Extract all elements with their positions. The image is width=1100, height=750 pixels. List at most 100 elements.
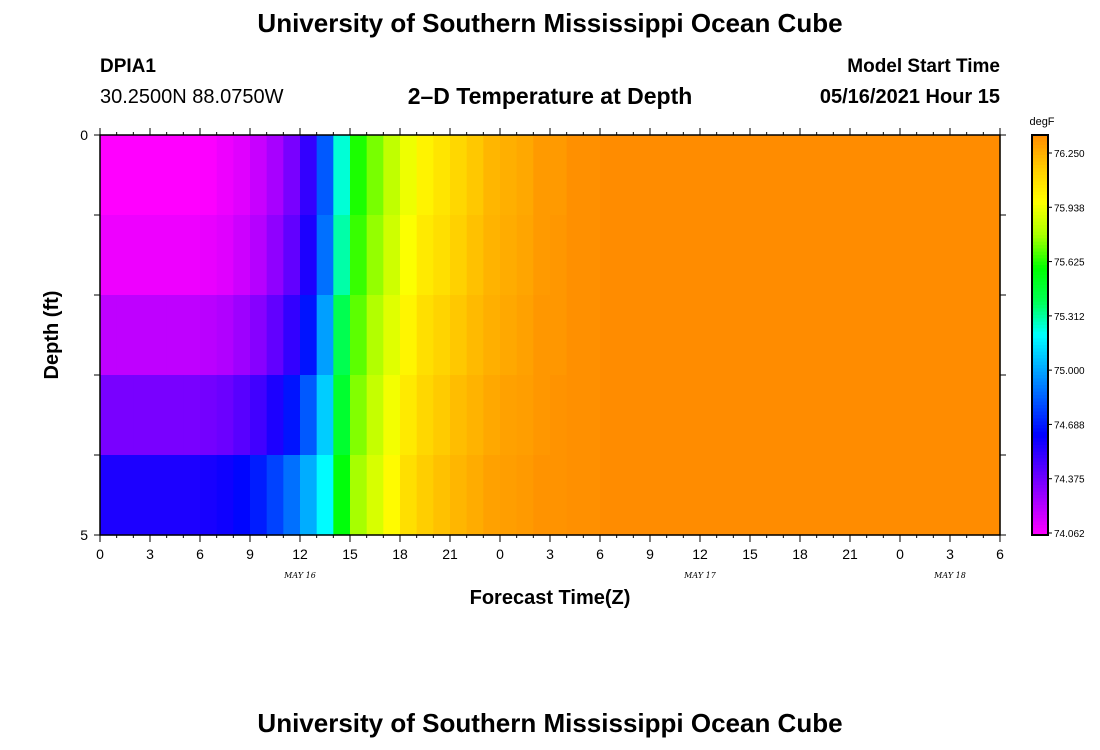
date-label: MAY 18 <box>933 571 966 580</box>
heatmap-cells <box>100 135 1001 536</box>
colorbar-segment <box>1032 361 1048 366</box>
heatmap-cell <box>166 455 184 536</box>
heatmap-cell <box>100 135 118 216</box>
colorbar-segment <box>1032 178 1048 183</box>
heatmap-cell <box>116 295 134 376</box>
colorbar-segment <box>1032 401 1048 406</box>
colorbar-segment <box>1032 211 1048 216</box>
colorbar-segment <box>1032 265 1048 269</box>
heatmap-cell <box>116 455 134 536</box>
heatmap-cell <box>483 455 501 536</box>
heatmap-cell <box>666 375 684 456</box>
heatmap-cell <box>466 375 484 456</box>
x-tick-label: 9 <box>646 546 654 562</box>
heatmap-cell <box>966 135 984 216</box>
heatmap-cell <box>783 295 801 376</box>
heatmap-cell <box>600 215 618 296</box>
colorbar-segment <box>1032 485 1048 489</box>
heatmap-cell <box>750 455 768 536</box>
heatmap-cell <box>133 215 151 296</box>
colorbar-segment <box>1032 168 1048 173</box>
colorbar-segment <box>1032 235 1048 239</box>
x-tick-label: 3 <box>546 546 554 562</box>
heatmap-cell <box>466 295 484 376</box>
heatmap-cell <box>816 215 834 296</box>
heatmap-cell <box>116 215 134 296</box>
colorbar-segment <box>1032 465 1048 469</box>
colorbar-segment <box>1032 451 1048 456</box>
heatmap-cell <box>200 375 218 456</box>
heatmap-cell <box>483 135 501 216</box>
heatmap-cell <box>966 215 984 296</box>
colorbar-segment <box>1032 135 1048 139</box>
heatmap-cell <box>466 135 484 216</box>
heatmap-cell <box>183 215 201 296</box>
colorbar-segment <box>1032 338 1048 343</box>
station-location: 30.2500N 88.0750W <box>100 86 284 108</box>
heatmap-cell <box>283 455 301 536</box>
colorbar-segment <box>1032 428 1048 433</box>
heatmap-cell <box>866 135 884 216</box>
colorbar-tick-label: 76.250 <box>1054 149 1085 160</box>
colorbar-tick-label: 74.688 <box>1054 420 1085 431</box>
colorbar-segment <box>1032 141 1048 146</box>
colorbar-segment <box>1032 288 1048 293</box>
colorbar-segment <box>1032 261 1048 266</box>
heatmap-cell <box>783 455 801 536</box>
colorbar-segment <box>1032 478 1048 483</box>
colorbar-tick-label: 75.938 <box>1054 203 1085 214</box>
colorbar-segment <box>1032 365 1048 369</box>
heatmap-cell <box>300 375 318 456</box>
colorbar-segment <box>1032 425 1048 429</box>
colorbar-segment <box>1032 291 1048 296</box>
heatmap-cell <box>700 455 718 536</box>
heatmap-cell <box>683 375 701 456</box>
colorbar-segment <box>1032 295 1048 299</box>
heatmap-cell <box>533 455 551 536</box>
heatmap-cell <box>733 295 751 376</box>
heatmap-cell <box>750 295 768 376</box>
heatmap-cell <box>233 135 251 216</box>
heatmap-cell <box>883 215 901 296</box>
heatmap-cell <box>133 135 151 216</box>
colorbar-segment <box>1032 455 1048 459</box>
heatmap-cell <box>983 455 1001 536</box>
colorbar-segment <box>1032 468 1048 473</box>
heatmap-cell <box>583 375 601 456</box>
heatmap-cell <box>350 455 368 536</box>
heatmap-cell <box>200 215 218 296</box>
heatmap-cell <box>650 375 668 456</box>
colorbar-segment <box>1032 435 1048 439</box>
colorbar-segment <box>1032 218 1048 223</box>
heatmap-cell <box>366 455 384 536</box>
colorbar-segment <box>1032 215 1048 219</box>
heatmap-cell <box>416 375 434 456</box>
heatmap-cell <box>683 455 701 536</box>
heatmap-cell <box>266 455 284 536</box>
heatmap-cell <box>650 295 668 376</box>
heatmap-cell <box>983 295 1001 376</box>
heatmap-cell <box>700 135 718 216</box>
heatmap-cell <box>900 375 918 456</box>
colorbar-segment <box>1032 321 1048 326</box>
heatmap-cell <box>400 135 418 216</box>
heatmap-cell <box>716 295 734 376</box>
colorbar-segment <box>1032 151 1048 156</box>
heatmap-cell <box>150 455 168 536</box>
heatmap-cell <box>316 295 334 376</box>
heatmap-cell <box>583 215 601 296</box>
heatmap-cell <box>683 295 701 376</box>
heatmap-cell <box>933 135 951 216</box>
colorbar-segment <box>1032 495 1048 499</box>
heatmap-cell <box>333 455 351 536</box>
heatmap-cell <box>833 215 851 296</box>
colorbar-segment <box>1032 461 1048 466</box>
heatmap-cell <box>316 215 334 296</box>
heatmap-cell <box>566 295 584 376</box>
heatmap-cell <box>183 295 201 376</box>
x-axis-title: Forecast Time(Z) <box>470 587 631 609</box>
model-start-value: 05/16/2021 Hour 15 <box>819 86 1000 108</box>
heatmap-cell <box>500 215 518 296</box>
heatmap-cell <box>650 455 668 536</box>
heatmap-cell <box>316 135 334 216</box>
